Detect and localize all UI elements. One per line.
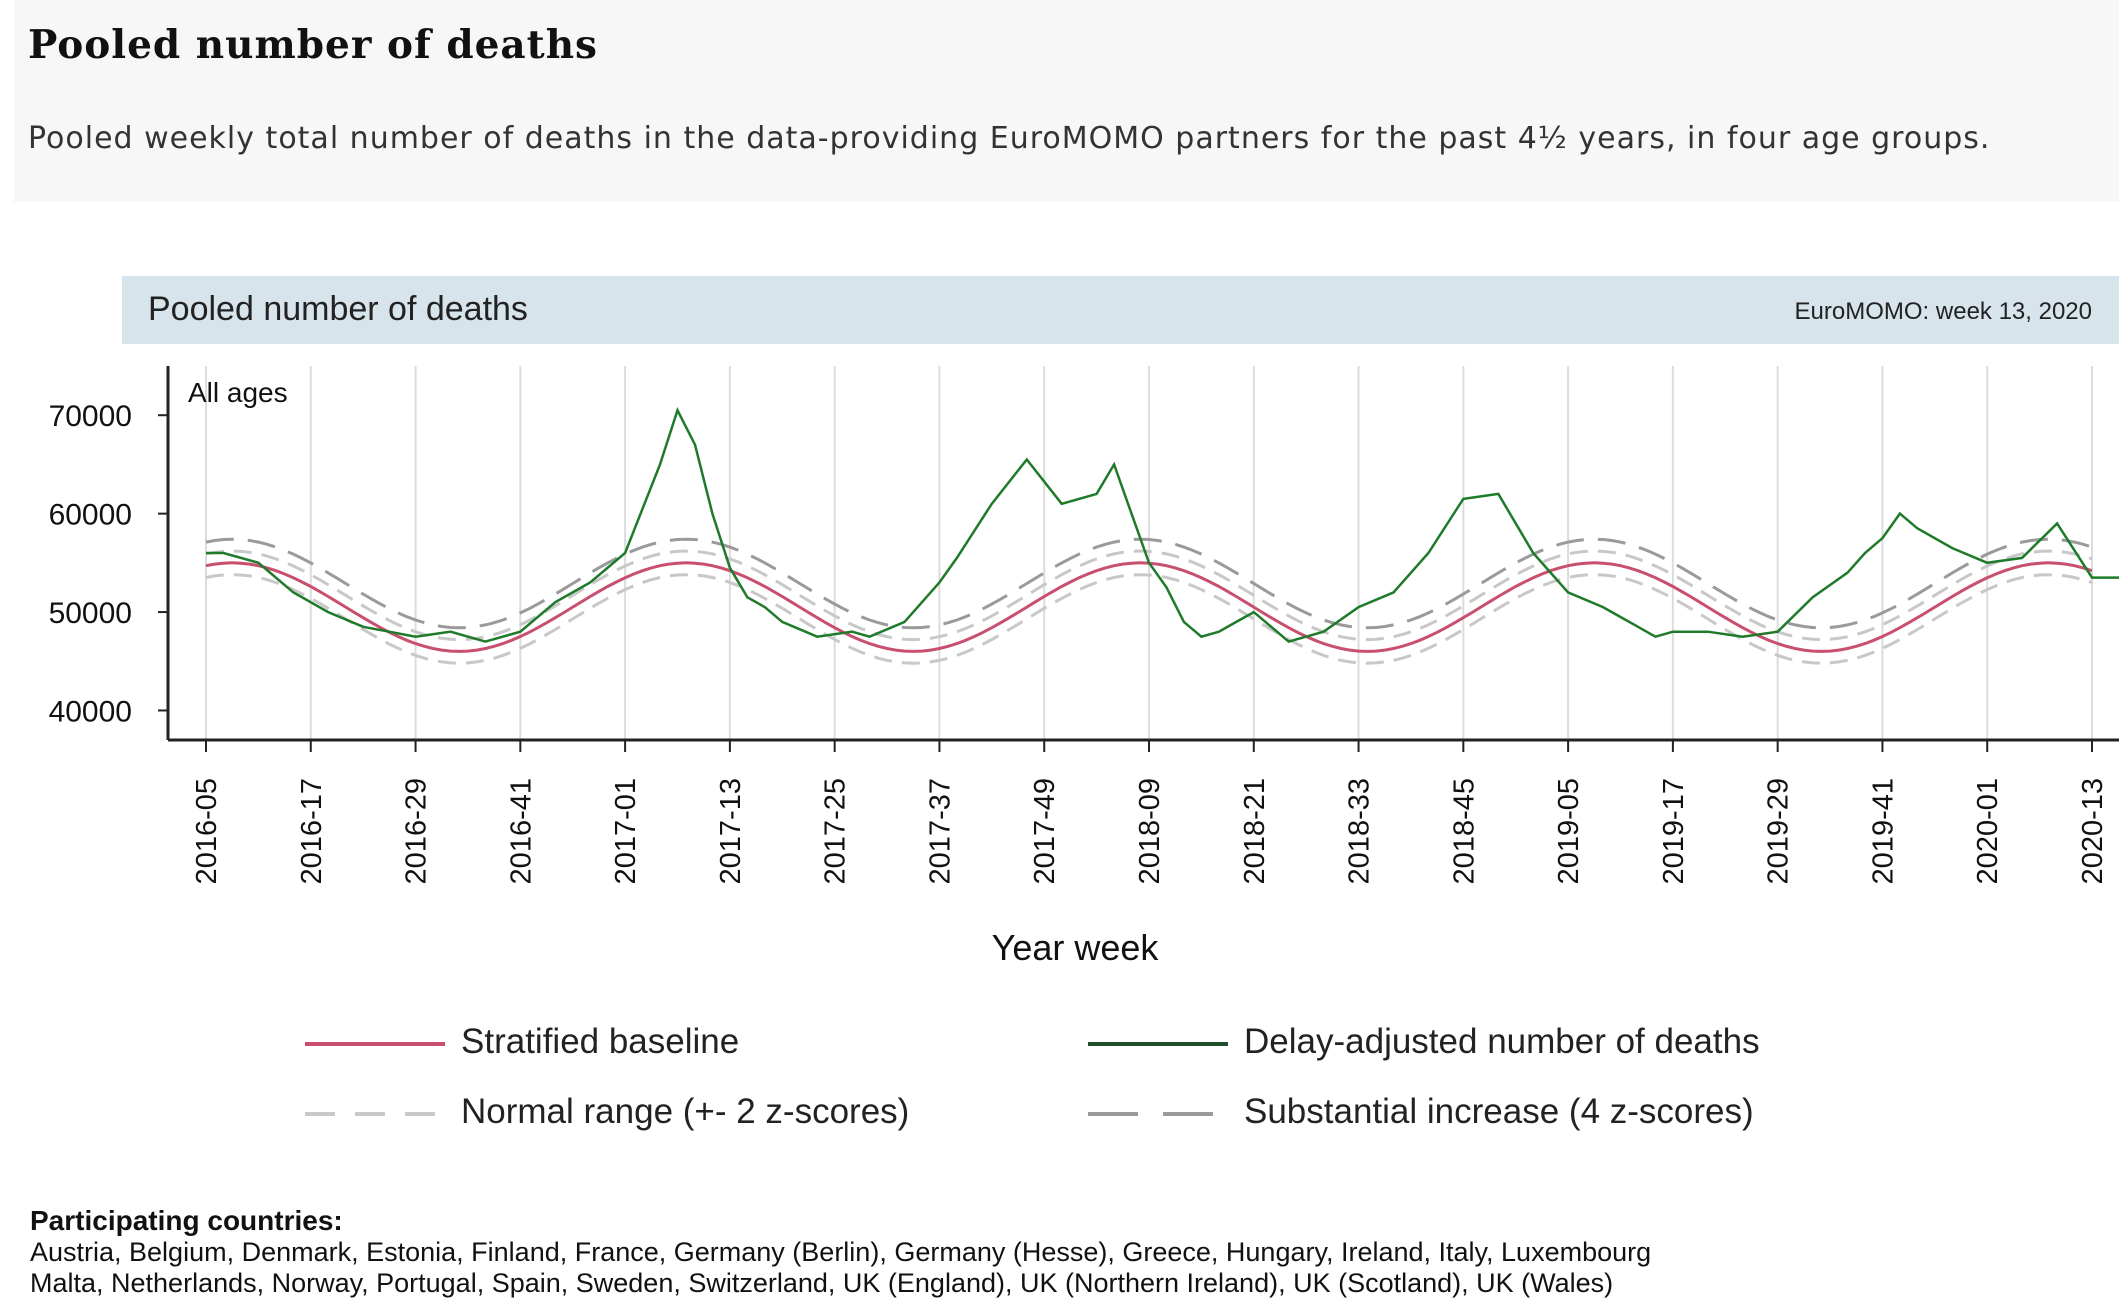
countries-list-line-2: Malta, Netherlands, Norway, Portugal, Sp… <box>30 1268 1651 1299</box>
x-tick-label: 2019-05 <box>1553 778 1585 884</box>
legend-swatch-baseline <box>305 1028 445 1060</box>
legend-swatch-substantial-increase <box>1088 1098 1228 1130</box>
legend-label-observed: Delay-adjusted number of deaths <box>1244 1022 1760 1062</box>
legend-label-baseline: Stratified baseline <box>461 1022 739 1062</box>
countries-title: Participating countries: <box>30 1205 1651 1237</box>
x-tick-label: 2019-41 <box>1867 778 1899 884</box>
x-tick-label: 2017-49 <box>1029 778 1061 884</box>
y-tick-label: 70000 <box>49 400 132 433</box>
x-tick-label: 2016-17 <box>296 778 328 884</box>
x-tick-label: 2020-13 <box>2077 778 2109 884</box>
chart-header-title: Pooled number of deaths <box>148 290 528 329</box>
x-tick-label: 2016-41 <box>505 778 537 884</box>
x-tick-label: 2020-01 <box>1972 778 2004 884</box>
y-tick-label: 40000 <box>49 695 132 728</box>
x-tick-label: 2016-05 <box>191 778 223 884</box>
countries-list-line-1: Austria, Belgium, Denmark, Estonia, Finl… <box>30 1237 1651 1268</box>
x-tick-label: 2018-09 <box>1134 778 1166 884</box>
x-axis-title: Year week <box>992 927 1160 968</box>
deaths-chart: 40000 50000 60000 70000 2016-05 2016-17 2016-2… <box>0 344 2119 984</box>
y-tick-label: 50000 <box>49 597 132 630</box>
x-tick-label: 2018-45 <box>1448 778 1480 884</box>
panel-label: All ages <box>188 377 288 408</box>
x-tick-label: 2019-17 <box>1658 778 1690 884</box>
chart-header-meta: EuroMOMO: week 13, 2020 <box>1795 298 2092 326</box>
legend-label-normal-range: Normal range (+- 2 z-scores) <box>461 1092 909 1132</box>
chart-legend: Stratified baseline Delay-adjusted numbe… <box>0 1010 2119 1160</box>
page-description: Pooled weekly total number of deaths in … <box>28 121 1990 156</box>
x-tick-label: 2019-29 <box>1763 778 1795 884</box>
legend-swatch-normal-range <box>305 1098 445 1130</box>
x-tick-label: 2017-01 <box>610 778 642 884</box>
x-tick-label: 2017-37 <box>924 778 956 884</box>
legend-label-substantial-increase: Substantial increase (4 z-scores) <box>1244 1092 1754 1132</box>
legend-swatch-observed <box>1088 1028 1228 1060</box>
y-tick-label: 60000 <box>49 499 132 532</box>
x-tick-label: 2018-33 <box>1344 778 1376 884</box>
series-observed <box>206 410 2119 641</box>
x-tick-label: 2016-29 <box>401 778 433 884</box>
page-title: Pooled number of deaths <box>28 22 598 68</box>
x-tick-label: 2017-13 <box>715 778 747 884</box>
chart-header: Pooled number of deaths EuroMOMO: week 1… <box>122 276 2119 344</box>
participating-countries: Participating countries: Austria, Belgiu… <box>30 1205 1651 1299</box>
x-tick-label: 2017-25 <box>820 778 852 884</box>
x-tick-label: 2018-21 <box>1239 778 1271 884</box>
